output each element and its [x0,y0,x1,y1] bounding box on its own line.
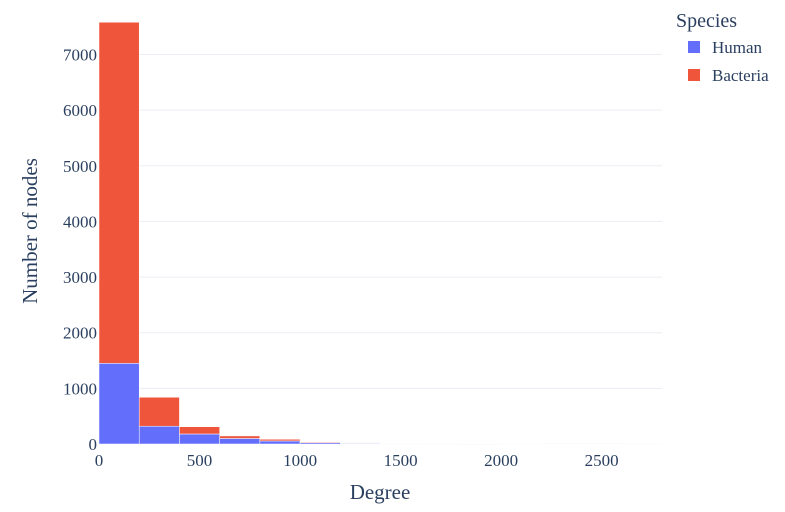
y-axis-ticks: 0 1000 2000 3000 4000 5000 6000 7000 [63,46,97,454]
x-axis-ticks: 0 500 1000 1500 2000 2500 [95,451,619,470]
x-tick-label: 0 [95,451,104,470]
y-axis-title: Number of nodes [18,158,42,304]
y-tick-label: 1000 [63,379,97,398]
bar-bacteria [138,397,180,427]
y-tick-label: 7000 [63,46,97,65]
y-tick-label: 0 [89,435,98,454]
x-tick-label: 2500 [585,451,619,470]
bar-human [259,440,301,445]
bar-human [219,438,261,445]
bar-bacteria [460,443,502,445]
bar-bacteria [299,441,341,443]
bar-bacteria [259,439,301,442]
y-tick-label: 5000 [63,157,97,176]
gridlines [99,54,662,389]
legend-swatch-human[interactable] [688,41,700,53]
bar-bacteria [500,443,542,445]
bar-bacteria [179,426,220,435]
x-tick-label: 500 [187,451,213,470]
bar-bacteria [581,443,623,445]
y-tick-label: 4000 [63,212,97,231]
y-tick-label: 3000 [63,268,97,287]
bar-bacteria [380,443,421,445]
bar-human [138,425,180,445]
legend-title: Species [676,10,737,32]
bars [98,21,663,445]
y-tick-label: 2000 [63,324,97,343]
x-tick-label: 1500 [384,451,418,470]
x-axis-title: Degree [350,480,411,504]
legend: Species Human Bacteria [676,10,769,85]
bar-bacteria [219,435,261,439]
x-tick-label: 1000 [283,451,317,470]
legend-label-human[interactable]: Human [712,38,763,57]
bar-bacteria [420,443,462,445]
bar-bacteria [541,443,582,445]
y-tick-label: 6000 [63,101,97,120]
bar-human [98,363,140,445]
bar-human [179,433,220,445]
legend-label-bacteria[interactable]: Bacteria [712,66,769,85]
legend-swatch-bacteria[interactable] [688,69,700,81]
bar-human [621,443,663,445]
bar-bacteria [98,21,140,364]
bar-bacteria [340,442,381,444]
x-tick-label: 2000 [484,451,518,470]
